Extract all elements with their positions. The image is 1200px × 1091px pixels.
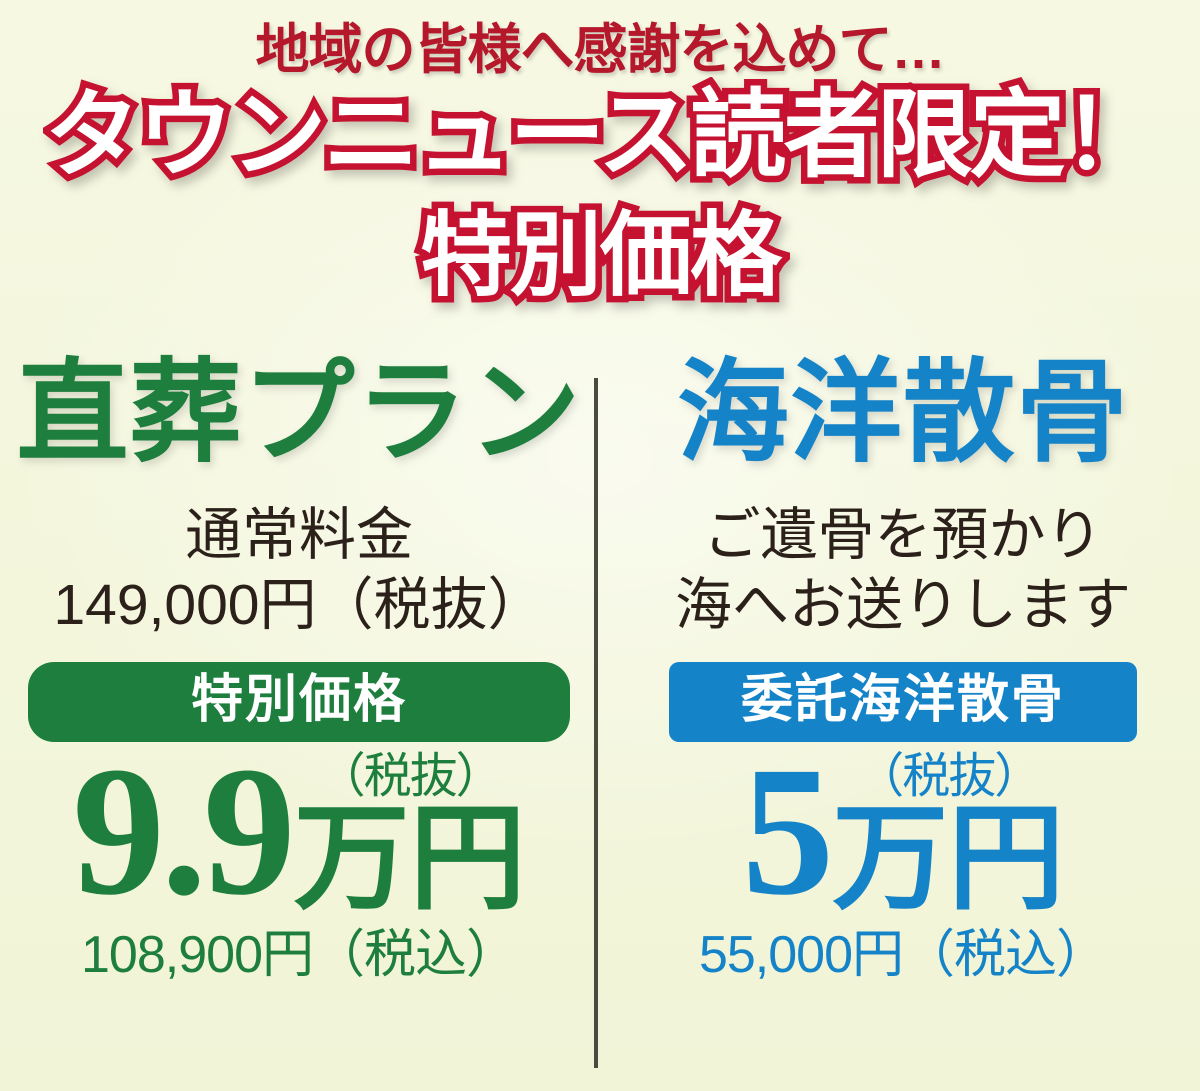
promo-headline-line2: 特別価格 xyxy=(413,201,788,312)
promo-headline-line1: タウンニュース読者限定！ xyxy=(38,79,1165,192)
plan-price-number: 5 xyxy=(741,729,834,934)
plan-price-tax-note: （税抜） xyxy=(317,750,504,803)
plan-card-chokuso: 直葬プラン 通常料金 149,000円（税抜） 特別価格 9.9 （税抜） 万円… xyxy=(4,350,594,984)
promo-kicker: 地域の皆様へ感謝を込めて… xyxy=(255,20,946,80)
plan-price-number: 9.9 xyxy=(72,729,295,934)
plan-price-unit-stack: （税抜） 万円 xyxy=(293,750,526,924)
plan-card-kaiyosankotsu: 海洋散骨 ご遺骨を預かり 海へお送りします 委託海洋散骨 5 （税抜） 万円 5… xyxy=(608,350,1198,984)
plan-badge: 特別価格 xyxy=(28,662,570,742)
plan-badge-row: 特別価格 xyxy=(4,662,594,742)
plan-price-with-tax: 55,000円（税込） xyxy=(698,926,1108,984)
plan-price: 9.9 （税抜） 万円 xyxy=(4,729,594,934)
plan-price-unit: 万円 xyxy=(832,796,1065,924)
plan-title: 直葬プラン xyxy=(16,352,582,476)
plan-description-line1: 通常料金 xyxy=(185,503,413,567)
plan-price-unit: 万円 xyxy=(293,796,526,924)
plan-price: 5 （税抜） 万円 xyxy=(608,729,1198,934)
plan-badge: 委託海洋散骨 xyxy=(669,662,1137,742)
panel-divider xyxy=(594,378,598,1068)
plan-badge-row: 委託海洋散骨 xyxy=(608,662,1198,742)
plan-title: 海洋散骨 xyxy=(677,352,1129,476)
plan-description-line2: 149,000円（税抜） xyxy=(53,573,545,637)
plan-price-tax-note: （税抜） xyxy=(856,750,1042,803)
plan-description-line2: 海へお送りします xyxy=(675,573,1131,637)
plan-description-line1: ご遺骨を預かり xyxy=(703,503,1103,567)
plan-price-with-tax: 108,900円（税込） xyxy=(81,926,518,984)
plan-price-unit-stack: （税抜） 万円 xyxy=(832,750,1065,924)
